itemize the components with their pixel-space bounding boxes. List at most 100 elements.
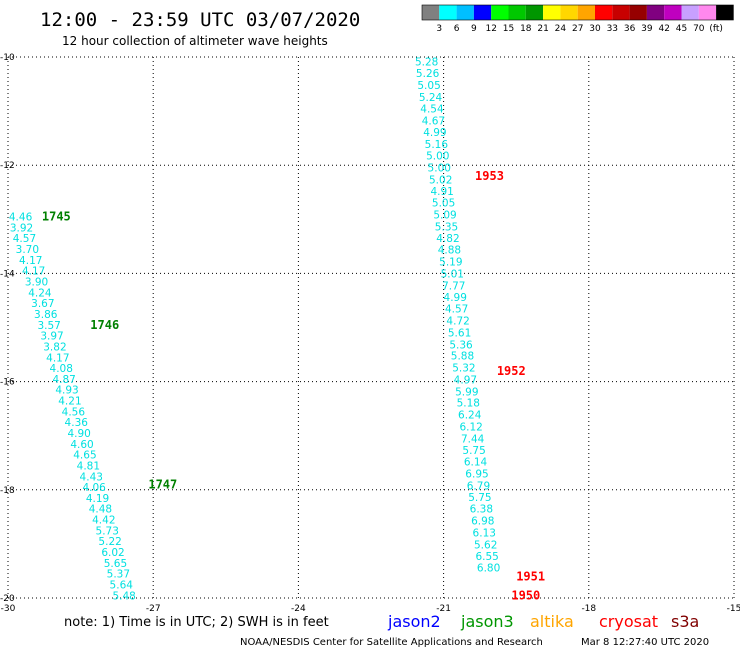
pass-time-label: 1953 xyxy=(475,169,504,183)
chart-title: 12:00 - 23:59 UTC 03/07/2020 xyxy=(40,9,360,31)
chart-subtitle: 12 hour collection of altimeter wave hei… xyxy=(62,34,328,48)
color-swatch xyxy=(439,5,457,20)
wave-height-label: 6.02 xyxy=(101,547,124,559)
color-swatch xyxy=(525,5,544,20)
color-swatch xyxy=(681,5,699,20)
satellite-legend-item: s3a xyxy=(671,612,699,631)
wave-height-label: 3.90 xyxy=(25,277,48,289)
color-scale-label: 12 xyxy=(485,24,496,34)
color-swatch xyxy=(422,5,440,20)
color-scale-label: 21 xyxy=(537,24,548,34)
wave-height-label: 4.87 xyxy=(52,374,75,386)
plot-grid xyxy=(7,56,735,599)
wave-height-label: 4.97 xyxy=(454,374,477,386)
satellite-legend: jason2 jason3 altika cryosat s3a xyxy=(387,612,699,631)
color-swatch xyxy=(456,5,474,20)
wave-height-label: 6.12 xyxy=(459,422,482,434)
wave-height-label: 4.42 xyxy=(92,515,115,527)
wave-height-label: 5.05 xyxy=(432,198,455,210)
wave-height-label: 5.61 xyxy=(448,327,471,339)
wave-height-label: 5.75 xyxy=(468,492,491,504)
wave-height-label: 4.19 xyxy=(86,493,109,505)
satellite-legend-item: cryosat xyxy=(599,612,658,631)
color-swatch xyxy=(577,5,595,20)
satellite-legend-item: altika xyxy=(530,612,574,631)
color-swatch xyxy=(612,5,630,20)
wave-height-label: 5.19 xyxy=(439,256,462,268)
wave-height-label: 4.17 xyxy=(19,255,42,267)
wave-height-label: 4.24 xyxy=(28,287,52,299)
wave-height-points: 4.463.924.573.704.174.173.904.243.673.86… xyxy=(9,56,500,602)
color-scale-label: 9 xyxy=(471,24,477,34)
wave-height-label: 4.06 xyxy=(82,482,106,494)
wave-height-label: 4.56 xyxy=(62,406,86,418)
wave-height-label: 6.38 xyxy=(470,504,493,516)
wave-height-label: 4.99 xyxy=(423,127,446,139)
wave-height-label: 5.35 xyxy=(435,221,458,233)
wave-height-label: 4.91 xyxy=(430,186,453,198)
color-swatch xyxy=(698,5,717,20)
pass-time-label: 1747 xyxy=(148,477,177,491)
wave-height-label: 5.36 xyxy=(449,339,473,351)
color-swatch xyxy=(716,5,734,20)
wave-height-label: 4.82 xyxy=(436,233,459,245)
footer-timestamp: Mar 8 12:27:40 UTC 2020 xyxy=(581,637,709,648)
x-tick-label: -21 xyxy=(436,604,451,614)
wave-height-label: 5.75 xyxy=(462,445,485,457)
color-scale-label: 30 xyxy=(589,24,601,34)
y-tick-label: -20 xyxy=(0,594,15,604)
wave-height-label: 5.16 xyxy=(425,139,449,151)
color-scale-frame xyxy=(421,4,734,21)
wave-height-label: 5.28 xyxy=(415,56,438,68)
x-tick-label: -27 xyxy=(146,604,161,614)
wave-height-label: 6.98 xyxy=(471,516,494,528)
wave-height-label: 4.17 xyxy=(22,266,45,278)
wave-height-label: 3.92 xyxy=(10,222,33,234)
pass-time-label: 1951 xyxy=(516,569,545,583)
wave-height-label: 6.95 xyxy=(465,469,488,481)
wave-height-label: 5.65 xyxy=(104,558,127,570)
wave-height-label: 6.24 xyxy=(458,410,482,422)
color-scale-label: 39 xyxy=(641,24,653,34)
x-tick-label: -18 xyxy=(581,604,596,614)
y-tick-label: -16 xyxy=(0,378,15,388)
x-tick-label: -15 xyxy=(727,604,740,614)
wave-height-label: 4.57 xyxy=(445,304,468,316)
color-swatch xyxy=(491,5,509,20)
color-scale-label: 3 xyxy=(436,24,442,34)
y-tick-label: -14 xyxy=(0,269,15,279)
wave-height-label: 4.67 xyxy=(422,115,445,127)
wave-height-label: 4.43 xyxy=(80,471,103,483)
satellite-legend-item: jason2 xyxy=(387,612,441,631)
wave-height-label: 4.46 xyxy=(9,212,33,224)
wave-height-label: 5.73 xyxy=(96,525,119,537)
x-tick-label: -24 xyxy=(291,604,306,614)
color-scale-label: 45 xyxy=(676,24,687,34)
wave-height-label: 5.64 xyxy=(110,579,134,591)
wave-height-label: 5.99 xyxy=(455,386,478,398)
y-tick-label: -18 xyxy=(0,486,15,496)
wave-height-label: 5.62 xyxy=(474,539,497,551)
wave-height-label: 6.14 xyxy=(464,457,488,469)
wave-height-label: 4.65 xyxy=(73,450,96,462)
wave-height-label: 3.67 xyxy=(31,298,54,310)
wave-height-label: 5.22 xyxy=(98,536,121,548)
color-swatch xyxy=(629,5,647,20)
pass-time-label: 1950 xyxy=(511,588,540,602)
color-scale-legend: 3 6 9 12 15 18 21 24 27 30 33 36 39 42 45 70 (ft) xyxy=(421,4,734,34)
color-scale-label: (ft) xyxy=(709,24,723,34)
wave-height-label: 3.82 xyxy=(43,341,66,353)
color-scale-label: 33 xyxy=(607,24,618,34)
wave-height-label: 5.88 xyxy=(451,351,474,363)
wave-height-label: 7.77 xyxy=(442,280,465,292)
wave-height-label: 7.44 xyxy=(461,433,485,445)
x-tick-label: -30 xyxy=(1,604,16,614)
wave-height-label: 5.02 xyxy=(429,174,452,186)
color-swatch xyxy=(543,5,561,20)
wave-height-label: 6.79 xyxy=(467,480,490,492)
wave-height-label: 6.80 xyxy=(477,563,500,575)
wave-height-label: 3.57 xyxy=(37,320,60,332)
wave-height-label: 3.86 xyxy=(34,309,58,321)
color-swatch xyxy=(595,5,613,20)
